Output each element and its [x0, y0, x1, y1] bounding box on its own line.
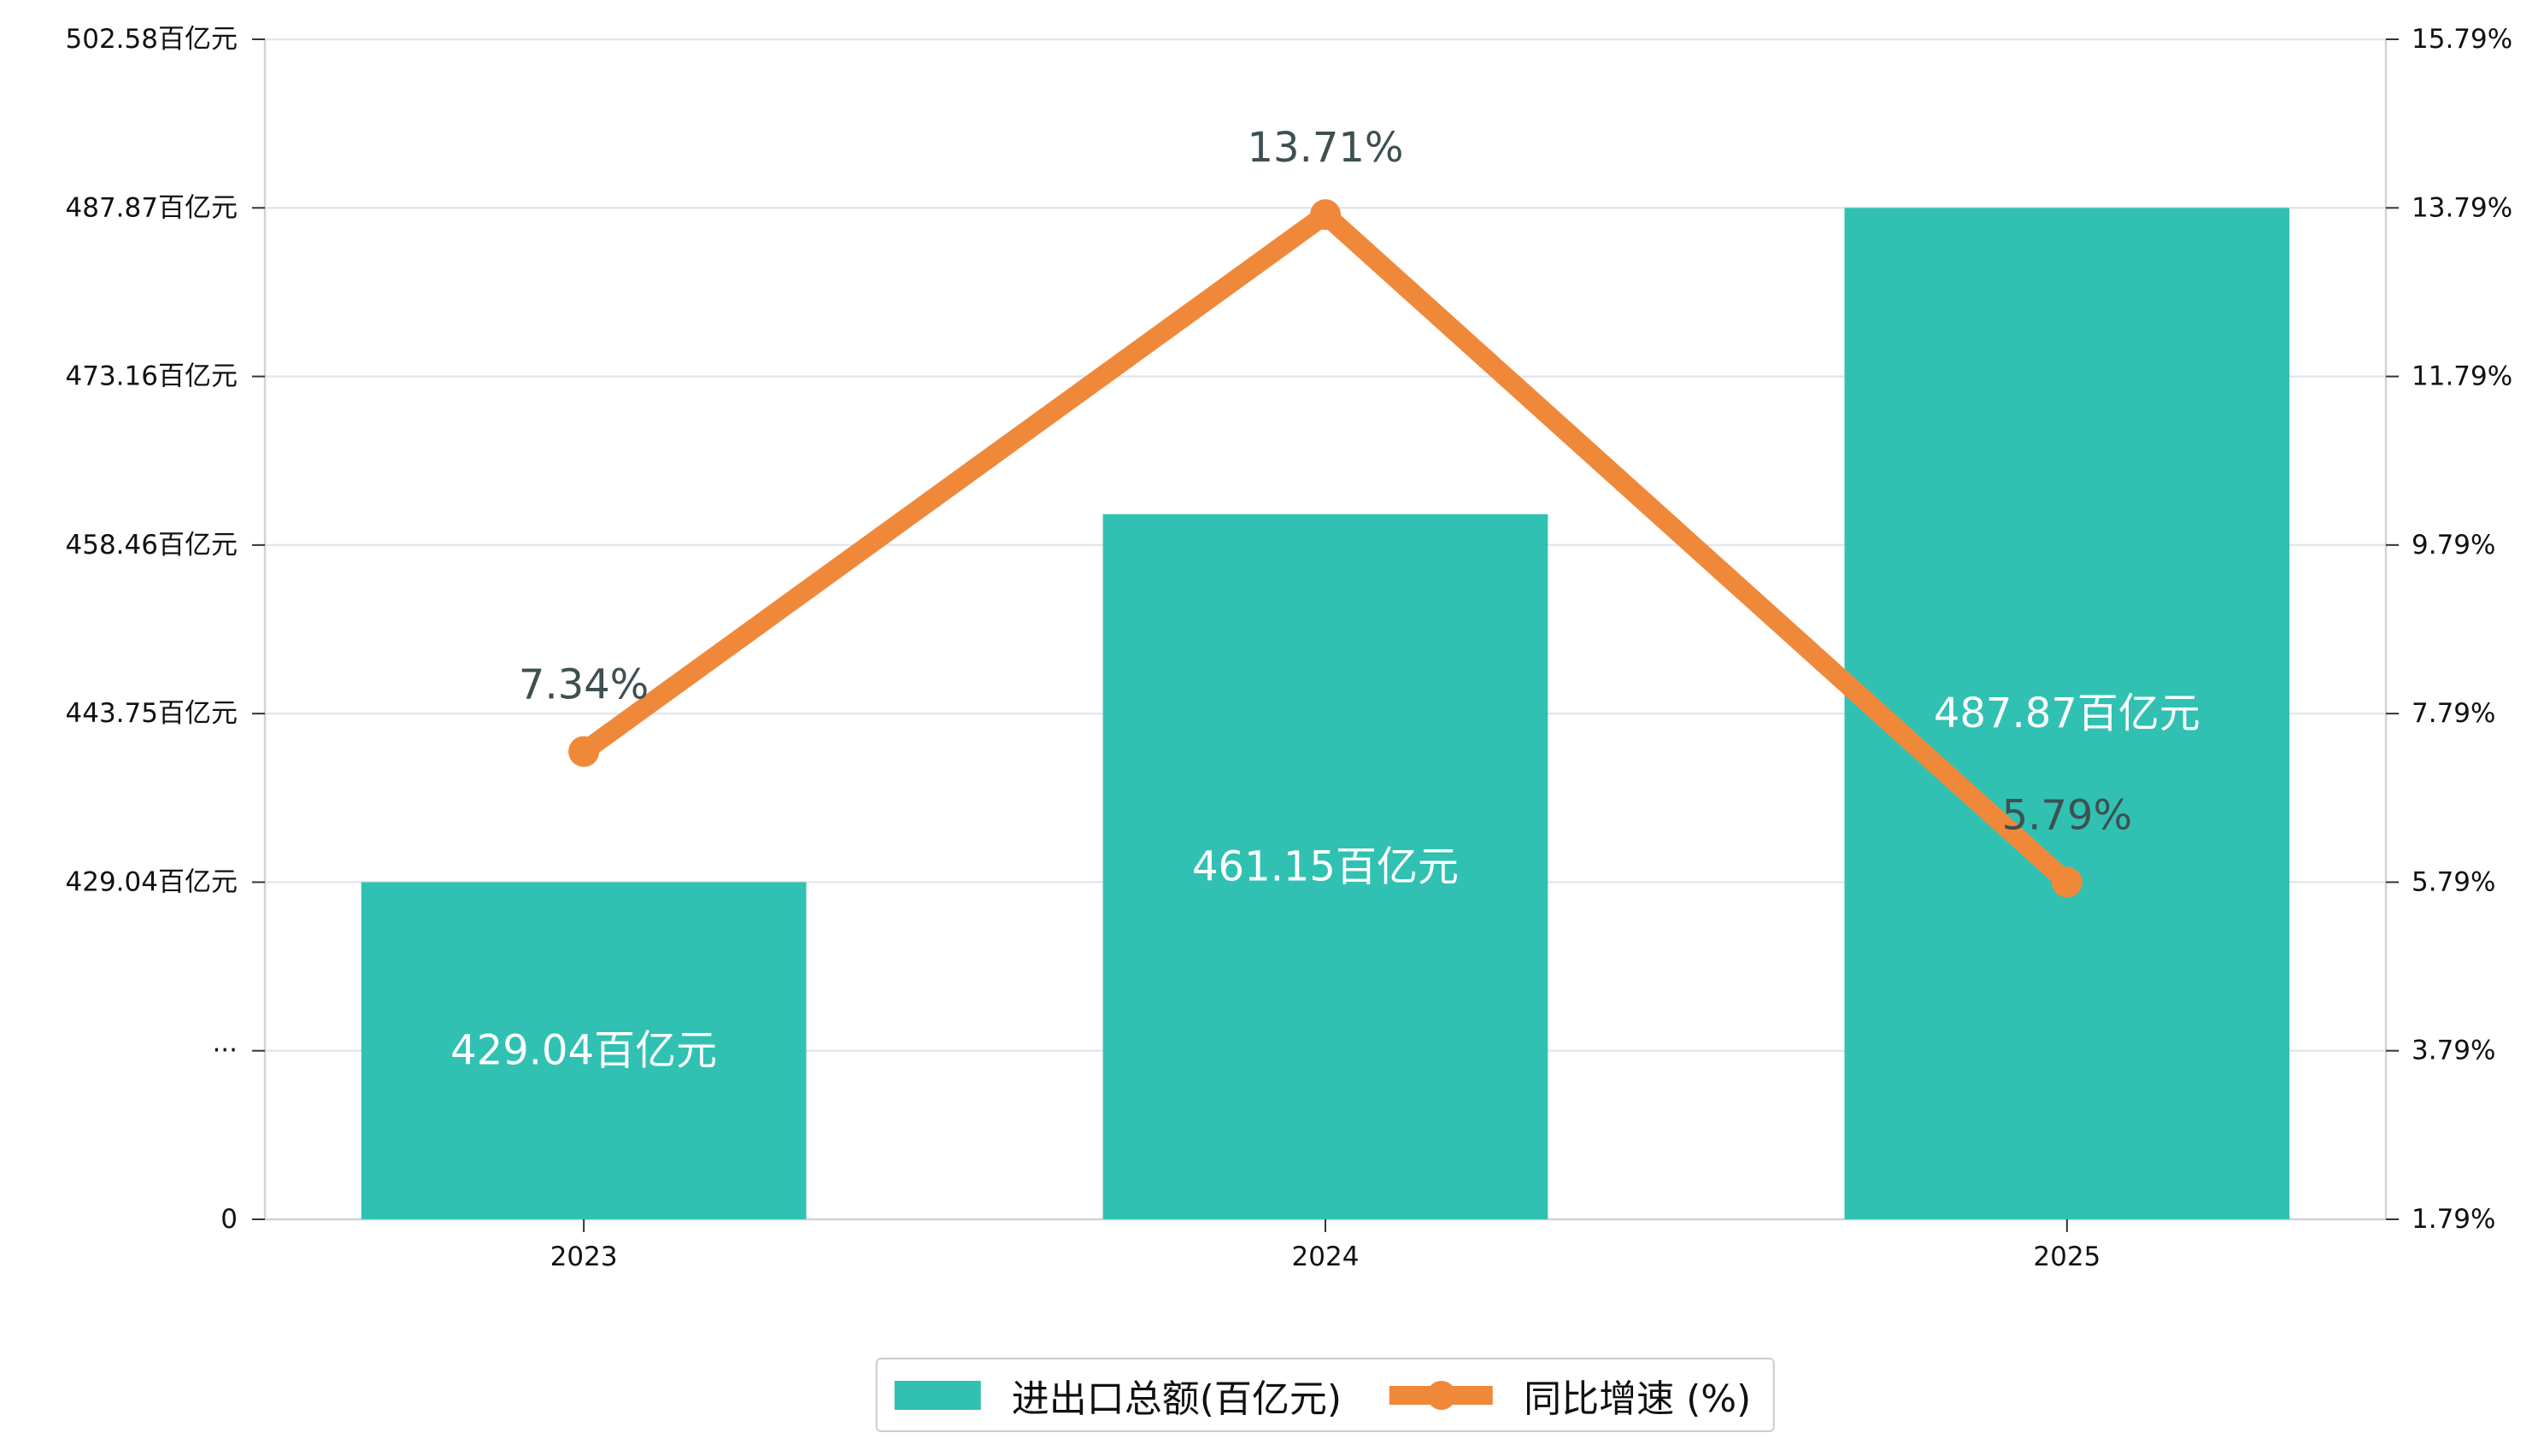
- growth-rate-label-2023: 7.34%: [519, 661, 649, 709]
- legend-item-growth-rate: 同比增速 (%): [1389, 1368, 1751, 1423]
- axes: 0 ··· 429.04百亿元 443.75百亿元 458.46百亿元 473.16百亿元…: [66, 24, 2513, 1272]
- y-right-tick-label: 5.79%: [2412, 866, 2495, 897]
- y-right-tick-label: 7.79%: [2412, 698, 2495, 729]
- growth-rate-marker-2025: [2051, 866, 2083, 898]
- y-left-tick-label: 429.04百亿元: [66, 866, 238, 897]
- bar-2023: [361, 882, 807, 1219]
- legend-swatch-line-marker: [1426, 1380, 1456, 1410]
- growth-rate-label-2024: 13.71%: [1247, 124, 1403, 172]
- y-left-tick-label: 443.75百亿元: [66, 698, 238, 729]
- x-tick-label-2025: 2025: [2033, 1242, 2100, 1272]
- y-right-tick-label: 13.79%: [2412, 192, 2512, 223]
- y-right-tick-label: 11.79%: [2412, 361, 2512, 392]
- legend-swatch-bar: [894, 1380, 981, 1410]
- x-tick-label-2023: 2023: [550, 1242, 618, 1272]
- y-right-tick-label: 15.79%: [2412, 24, 2512, 55]
- y-left-tick-label: 473.16百亿元: [66, 361, 238, 392]
- x-tick-label-2024: 2024: [1292, 1242, 1360, 1272]
- legend-label-trade-total: 进出口总额(百亿元): [1011, 1377, 1342, 1421]
- bar-label-2025: 487.87百亿元: [1934, 690, 2200, 737]
- legend-item-trade-total: 进出口总额(百亿元): [894, 1368, 1342, 1423]
- y-left-tick-label: 502.58百亿元: [66, 24, 238, 55]
- bar-2025: [1844, 208, 2290, 1220]
- legend-label-growth-rate: 同比增速 (%): [1524, 1377, 1752, 1421]
- y-left-tick-label: ···: [212, 1036, 238, 1066]
- y-left-tick-label: 458.46百亿元: [66, 530, 238, 561]
- y-right-tick-label: 3.79%: [2412, 1036, 2495, 1066]
- data-labels: 429.04百亿元 461.15百亿元 487.87百亿元 7.34% 13.71% 5.…: [450, 124, 2200, 1075]
- growth-rate-marker-2024: [1310, 199, 1341, 231]
- bar-label-2023: 429.04百亿元: [450, 1027, 717, 1075]
- bar-label-2024: 461.15百亿元: [1192, 842, 1459, 890]
- legend-swatch-line: [1389, 1380, 1494, 1410]
- legend: 进出口总额(百亿元) 同比增速 (%): [875, 1358, 1776, 1432]
- growth-rate-label-2025: 5.79%: [2002, 791, 2132, 839]
- y-right-tick-label: 1.79%: [2412, 1204, 2495, 1235]
- bar-series: [361, 208, 2290, 1220]
- y-right-tick-label: 9.79%: [2412, 530, 2495, 561]
- line-series: [568, 199, 2083, 898]
- growth-rate-marker-2023: [568, 736, 600, 767]
- y-left-tick-label: 0: [220, 1204, 238, 1235]
- bar-2024: [1102, 514, 1548, 1219]
- y-left-tick-label: 487.87百亿元: [66, 192, 238, 223]
